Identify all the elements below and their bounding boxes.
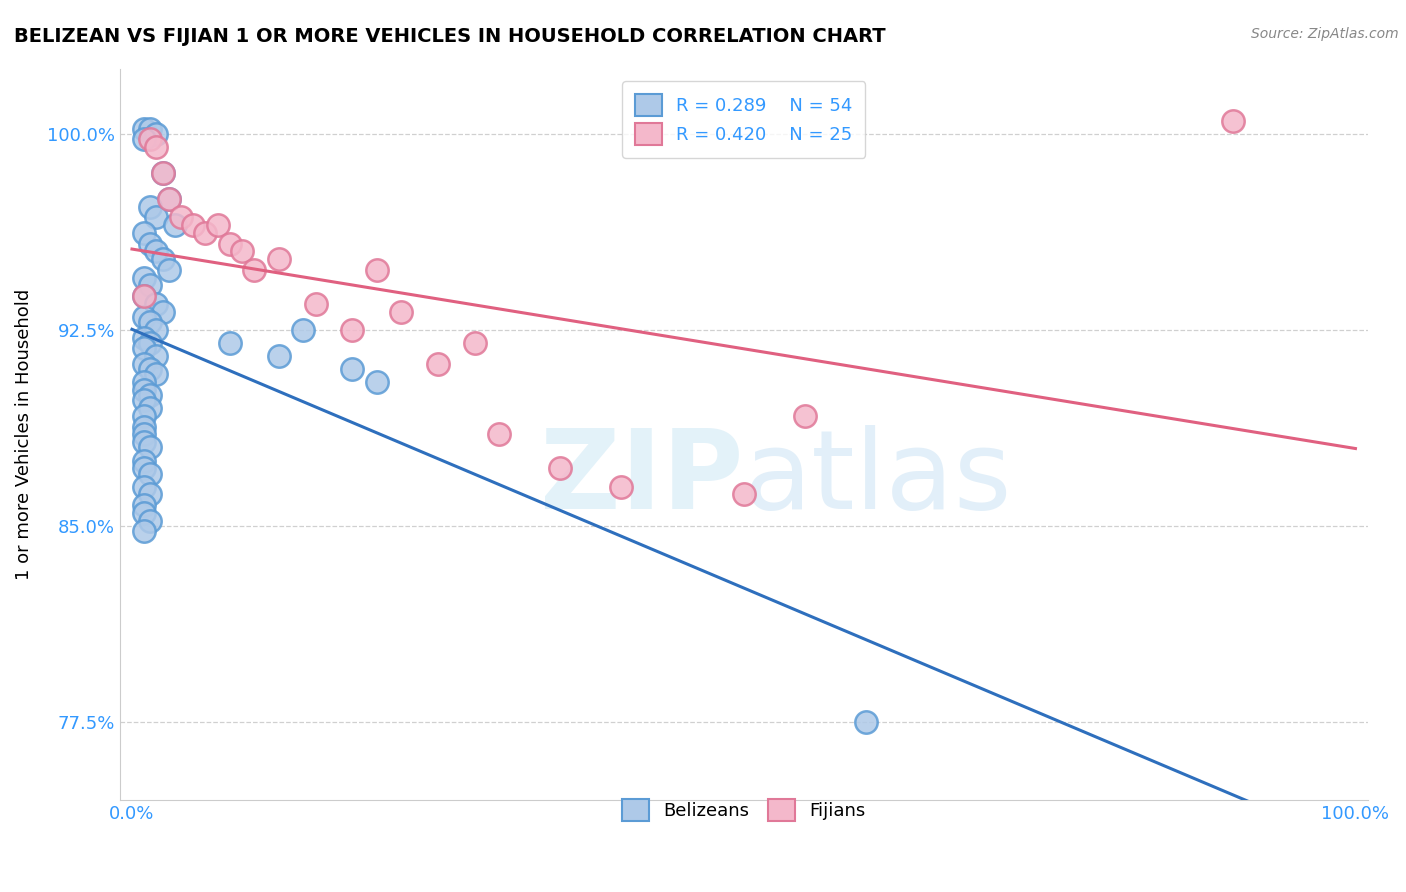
Point: [134, 289, 156, 303]
Point: [389, 304, 412, 318]
Text: ZIP: ZIP: [540, 425, 744, 532]
Point: [145, 140, 167, 154]
Point: [152, 166, 174, 180]
Point: [152, 304, 174, 318]
Point: [139, 278, 162, 293]
Point: [139, 441, 162, 455]
Point: [134, 289, 156, 303]
Point: [218, 335, 240, 350]
Point: [134, 375, 156, 389]
Point: [134, 270, 156, 285]
Point: [163, 219, 186, 233]
Point: [218, 236, 240, 251]
Point: [134, 341, 156, 355]
Point: [152, 252, 174, 267]
Point: [152, 166, 174, 180]
Point: [426, 357, 449, 371]
Point: [855, 714, 877, 729]
Point: [145, 349, 167, 363]
Point: [548, 461, 571, 475]
Point: [157, 192, 180, 206]
Point: [139, 315, 162, 329]
Text: Source: ZipAtlas.com: Source: ZipAtlas.com: [1251, 27, 1399, 41]
Point: [1222, 113, 1244, 128]
Point: [134, 393, 156, 408]
Point: [134, 409, 156, 423]
Point: [194, 226, 217, 240]
Point: [157, 262, 180, 277]
Point: [145, 211, 167, 225]
Point: [366, 375, 388, 389]
Point: [181, 219, 204, 233]
Point: [139, 132, 162, 146]
Point: [793, 409, 815, 423]
Point: [134, 383, 156, 397]
Point: [733, 487, 755, 501]
Legend: Belizeans, Fijians: Belizeans, Fijians: [607, 784, 880, 835]
Point: [134, 453, 156, 467]
Point: [145, 296, 167, 310]
Point: [139, 335, 162, 350]
Point: [134, 524, 156, 538]
Point: [207, 219, 229, 233]
Text: BELIZEAN VS FIJIAN 1 OR MORE VEHICLES IN HOUSEHOLD CORRELATION CHART: BELIZEAN VS FIJIAN 1 OR MORE VEHICLES IN…: [14, 27, 886, 45]
Point: [134, 427, 156, 442]
Point: [134, 419, 156, 434]
Point: [342, 323, 364, 337]
Point: [139, 121, 162, 136]
Point: [145, 244, 167, 259]
Point: [134, 461, 156, 475]
Point: [464, 335, 486, 350]
Point: [145, 127, 167, 141]
Point: [610, 480, 633, 494]
Point: [134, 498, 156, 512]
Point: [231, 244, 253, 259]
Point: [134, 506, 156, 520]
Point: [145, 368, 167, 382]
Point: [134, 331, 156, 345]
Point: [134, 435, 156, 450]
Point: [366, 262, 388, 277]
Point: [157, 192, 180, 206]
Point: [292, 323, 315, 337]
Point: [134, 132, 156, 146]
Text: atlas: atlas: [744, 425, 1012, 532]
Point: [139, 236, 162, 251]
Y-axis label: 1 or more Vehicles in Household: 1 or more Vehicles in Household: [15, 289, 32, 580]
Point: [267, 252, 290, 267]
Point: [139, 200, 162, 214]
Point: [145, 323, 167, 337]
Point: [134, 480, 156, 494]
Point: [139, 362, 162, 376]
Point: [134, 357, 156, 371]
Point: [139, 388, 162, 402]
Point: [134, 121, 156, 136]
Point: [170, 211, 193, 225]
Point: [267, 349, 290, 363]
Point: [139, 401, 162, 416]
Point: [139, 467, 162, 481]
Point: [139, 514, 162, 528]
Point: [243, 262, 266, 277]
Point: [488, 427, 510, 442]
Point: [342, 362, 364, 376]
Point: [304, 296, 326, 310]
Point: [134, 310, 156, 324]
Point: [134, 226, 156, 240]
Point: [139, 487, 162, 501]
